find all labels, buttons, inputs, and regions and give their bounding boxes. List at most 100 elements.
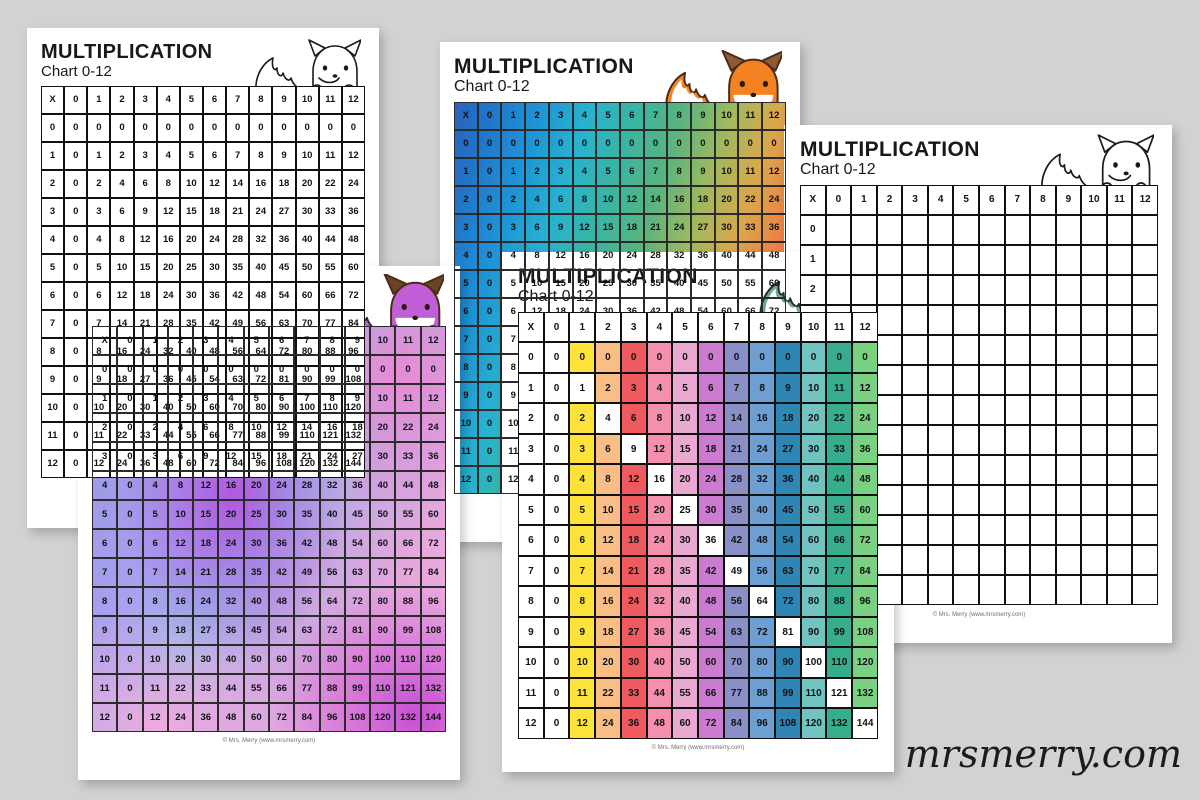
table-cell[interactable]: 0 — [595, 342, 621, 373]
table-cell[interactable] — [1132, 574, 1158, 605]
table-cell[interactable]: 12 — [762, 157, 786, 186]
table-cell[interactable]: 88 — [319, 673, 345, 703]
table-cell[interactable]: 0 — [477, 213, 502, 242]
table-cell[interactable] — [1132, 394, 1158, 425]
table-cell[interactable]: 9 — [272, 141, 296, 170]
table-cell[interactable]: 0 — [64, 281, 88, 310]
table-cell[interactable]: 36 — [691, 241, 715, 270]
table-cell[interactable] — [876, 394, 903, 425]
table-cell[interactable]: 55 — [243, 673, 269, 703]
table-cell[interactable]: 0 — [395, 354, 421, 384]
table-cell[interactable]: 1 — [142, 383, 168, 413]
table-cell[interactable] — [1030, 424, 1056, 455]
table-cell[interactable]: 8 — [595, 464, 621, 495]
table-cell[interactable] — [1055, 244, 1082, 275]
table-cell[interactable]: 6 — [268, 383, 295, 413]
table-cell[interactable]: 0 — [572, 129, 597, 158]
table-cell[interactable] — [1004, 274, 1031, 305]
table-cell[interactable]: 32 — [646, 586, 673, 617]
table-cell[interactable] — [876, 364, 903, 395]
table-cell[interactable]: 0 — [64, 365, 88, 394]
table-cell[interactable] — [1106, 514, 1133, 545]
table-cell[interactable]: 0 — [64, 309, 88, 338]
table-cell[interactable]: 15 — [620, 494, 647, 526]
table-cell[interactable]: 5 — [87, 253, 111, 282]
table-cell[interactable]: 80 — [749, 647, 776, 678]
table-cell[interactable]: 44 — [826, 464, 853, 495]
table-cell[interactable]: 0 — [714, 129, 739, 158]
table-cell[interactable]: 2 — [110, 141, 134, 170]
table-cell[interactable]: 72 — [341, 281, 365, 310]
table-cell[interactable]: 66 — [268, 673, 295, 703]
table-cell[interactable] — [953, 304, 979, 335]
table-cell[interactable] — [953, 334, 979, 365]
table-cell[interactable]: 16 — [749, 403, 776, 434]
table-cell[interactable]: 132 — [395, 702, 421, 732]
table-cell[interactable]: 4 — [110, 169, 134, 198]
table-cell[interactable]: 48 — [218, 702, 244, 732]
table-cell[interactable]: 10 — [370, 383, 396, 413]
table-cell[interactable]: 7 — [294, 383, 320, 413]
table-cell[interactable]: 0 — [117, 383, 143, 413]
table-cell[interactable]: 0 — [691, 129, 715, 158]
table-cell[interactable] — [953, 364, 979, 395]
table-cell[interactable] — [1004, 394, 1031, 425]
table-cell[interactable]: 12 — [142, 702, 168, 732]
table-cell[interactable]: 42 — [697, 555, 724, 587]
table-cell[interactable]: 120 — [800, 708, 827, 739]
table-cell[interactable] — [1106, 394, 1133, 425]
table-cell[interactable]: 20 — [156, 253, 180, 282]
table-cell[interactable] — [1055, 304, 1082, 335]
table-cell[interactable]: 24 — [762, 185, 786, 214]
table-cell[interactable] — [978, 514, 1005, 545]
table-cell[interactable]: 3 — [620, 372, 647, 404]
table-cell[interactable]: 0 — [117, 441, 143, 471]
table-cell[interactable]: 4 — [156, 141, 180, 170]
table-cell[interactable]: 9 — [569, 616, 596, 648]
table-cell[interactable]: 55 — [672, 677, 698, 709]
table-cell[interactable]: 9 — [133, 197, 157, 226]
table-cell[interactable]: 36 — [420, 441, 446, 471]
table-cell[interactable] — [1132, 484, 1158, 515]
table-cell[interactable]: 0 — [477, 325, 502, 354]
table-cell[interactable]: 32 — [749, 464, 776, 495]
table-cell[interactable]: 55 — [826, 494, 853, 526]
table-cell[interactable] — [876, 424, 903, 455]
table-cell[interactable]: 50 — [800, 494, 827, 526]
table-cell[interactable]: 22 — [595, 677, 621, 709]
table-cell[interactable]: 9 — [775, 372, 801, 404]
table-cell[interactable]: 6 — [525, 213, 549, 242]
table-cell[interactable]: 15 — [672, 433, 698, 465]
table-cell[interactable]: 0 — [477, 241, 502, 270]
table-cell[interactable]: 54 — [697, 616, 724, 648]
table-cell[interactable] — [876, 454, 903, 485]
table-cell[interactable]: 14 — [294, 412, 320, 442]
table-cell[interactable]: 12 — [133, 225, 157, 254]
table-cell[interactable]: 2 — [142, 412, 168, 442]
table-cell[interactable] — [902, 244, 928, 275]
table-cell[interactable]: 12 — [572, 213, 597, 242]
table-row[interactable]: 2 0 2 4 6 8 10 12 14 16 18 20 22 24 — [41, 169, 365, 198]
table-cell[interactable] — [1030, 304, 1056, 335]
table-cell[interactable] — [1004, 484, 1031, 515]
table-cell[interactable] — [1081, 544, 1107, 575]
table-cell[interactable]: 2 — [525, 157, 549, 186]
table-cell[interactable]: 36 — [775, 464, 801, 495]
table-cell[interactable]: 32 — [667, 241, 692, 270]
table-cell[interactable]: 0 — [64, 449, 88, 478]
table-cell[interactable] — [978, 244, 1005, 275]
table-cell[interactable]: 8 — [110, 225, 134, 254]
table-cell[interactable]: 3 — [133, 141, 157, 170]
table-cell[interactable]: 48 — [646, 708, 673, 739]
table-cell[interactable]: 54 — [775, 525, 801, 556]
table-cell[interactable]: 4 — [525, 185, 549, 214]
table-cell[interactable]: 77 — [723, 677, 750, 709]
table-cell[interactable]: 44 — [318, 225, 342, 254]
table-cell[interactable]: 10 — [110, 253, 134, 282]
table-cell[interactable]: 0 — [133, 113, 157, 142]
table-cell[interactable] — [851, 244, 877, 275]
table-cell[interactable]: 18 — [268, 441, 295, 471]
table-cell[interactable] — [1055, 484, 1082, 515]
table-cell[interactable]: 54 — [344, 528, 371, 558]
